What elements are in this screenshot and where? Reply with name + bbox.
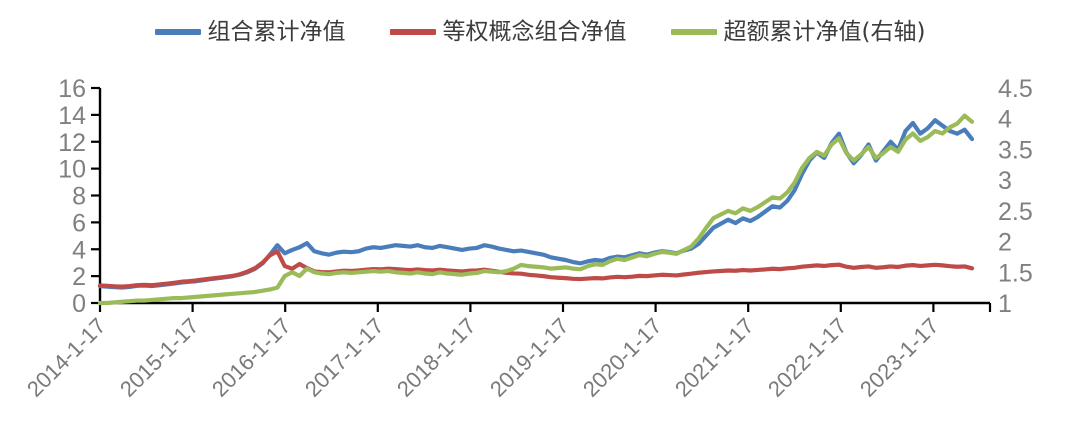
x-axis-tick-label: 2015-1-17 bbox=[114, 313, 204, 402]
line-swatch-blue-icon bbox=[154, 29, 201, 35]
x-axis-tick-label: 2023-1-17 bbox=[855, 313, 944, 402]
left-axis-tick-label: 16 bbox=[58, 75, 86, 103]
x-axis-tick-label: 2018-1-17 bbox=[392, 313, 481, 402]
legend-item-equal-weight: 等权概念组合净值 bbox=[389, 18, 627, 45]
left-axis-tick-label: 8 bbox=[72, 183, 86, 211]
left-axis-tick-label: 14 bbox=[58, 102, 86, 130]
legend-item-portfolio-cumulative: 组合累计净值 bbox=[154, 18, 346, 45]
line-swatch-green-icon bbox=[670, 29, 717, 35]
left-axis-tick-label: 0 bbox=[72, 290, 86, 318]
legend-item-excess-cumulative: 超额累计净值(右轴) bbox=[670, 18, 926, 45]
x-axis-tick-label: 2020-1-17 bbox=[577, 313, 667, 402]
x-axis-tick-label: 2022-1-17 bbox=[762, 313, 852, 402]
left-axis-tick-label: 12 bbox=[58, 129, 86, 157]
x-axis-labels: 2014-1-17 2015-1-17 2016-1-17 2017-1-17 2018… bbox=[0, 313, 1080, 447]
series-lines bbox=[97, 113, 975, 306]
x-axis-tick-label: 2016-1-17 bbox=[207, 313, 296, 402]
chart-legend: 组合累计净值 等权概念组合净值 超额累计净值(右轴) bbox=[0, 10, 1080, 54]
right-axis-tick-label: 4 bbox=[998, 106, 1012, 134]
right-axis-tick-label: 2 bbox=[998, 229, 1012, 257]
left-axis-tick-label: 6 bbox=[72, 209, 86, 237]
x-axis-tick-label: 2017-1-17 bbox=[299, 313, 389, 402]
right-axis-tick-label: 1 bbox=[998, 290, 1012, 318]
right-axis: 1 1.52 2.5 3 3.54 4.5 bbox=[998, 75, 1033, 318]
left-axis-tick-label: 10 bbox=[58, 156, 86, 184]
line-swatch-red-icon bbox=[389, 29, 436, 35]
left-axis-tick-label: 2 bbox=[72, 263, 86, 291]
right-axis-tick-label: 3.5 bbox=[998, 136, 1033, 164]
legend-label-excess-cumulative: 超额累计净值(右轴) bbox=[723, 18, 926, 45]
right-axis-tick-label: 1.5 bbox=[998, 259, 1033, 287]
plot-area: 0 2 4 6 8 10 12 14 16 1 1.5 2 2.5 3 3.5 4 4.5 bbox=[0, 60, 1080, 320]
x-axis bbox=[98, 301, 992, 312]
x-axis-tick-label: 2019-1-17 bbox=[485, 313, 574, 402]
right-axis-tick-label: 2.5 bbox=[998, 198, 1033, 226]
x-axis-tick-label: 2021-1-17 bbox=[670, 313, 759, 402]
left-axis-tick-label: 4 bbox=[72, 236, 86, 264]
series-line-excess bbox=[97, 113, 975, 306]
x-axis-tick-label: 2014-1-17 bbox=[22, 313, 111, 402]
right-axis-tick-label: 3 bbox=[998, 167, 1012, 195]
right-axis-tick-label: 4.5 bbox=[998, 75, 1033, 103]
legend-label-portfolio-cumulative: 组合累计净值 bbox=[207, 18, 346, 45]
legend-label-equal-weight: 等权概念组合净值 bbox=[442, 18, 627, 45]
series-line-equal-weight bbox=[97, 249, 975, 289]
